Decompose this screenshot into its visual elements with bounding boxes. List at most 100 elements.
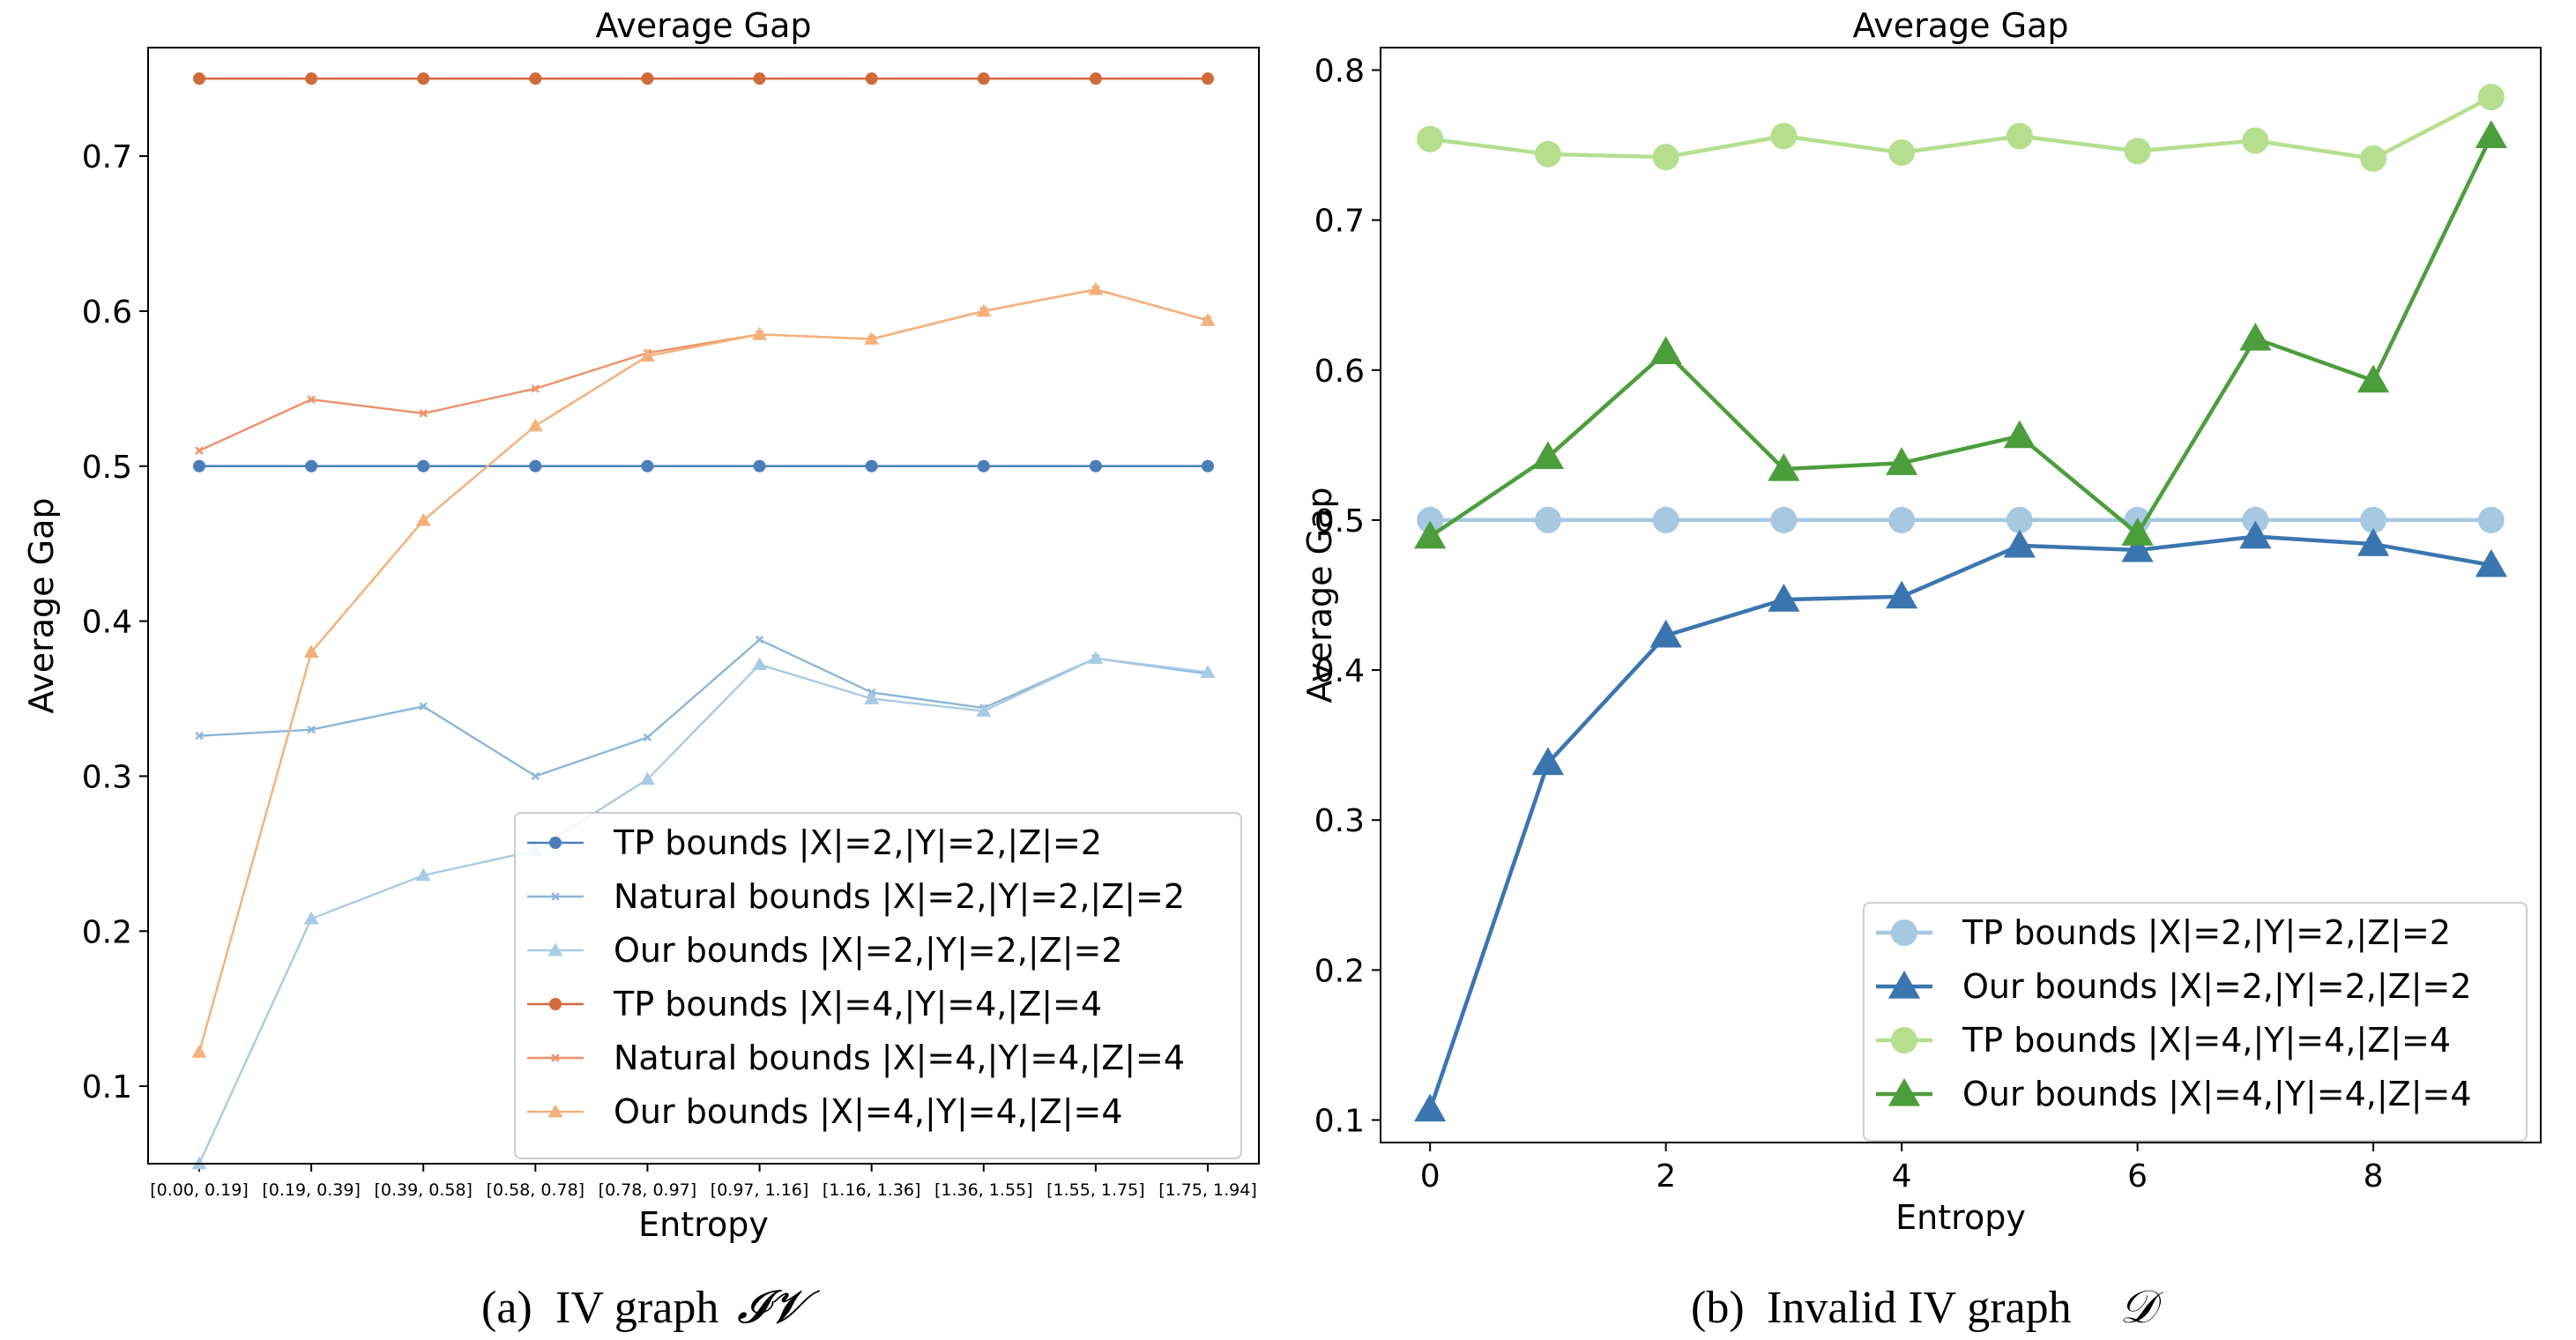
legend-box bbox=[514, 812, 1242, 1159]
data-point bbox=[531, 771, 540, 781]
data-point bbox=[1886, 447, 1918, 475]
data-point bbox=[193, 72, 205, 86]
series-0 bbox=[193, 459, 1214, 473]
data-point bbox=[1531, 441, 1565, 470]
series-line bbox=[197, 288, 1209, 1053]
data-point bbox=[2003, 420, 2036, 449]
y-tick-label: 0.3 bbox=[1314, 803, 1365, 839]
y-tick-label: 0.1 bbox=[1314, 1103, 1365, 1139]
legend-entry: TP bounds |X|=4,|Y|=4,|Z|=4 bbox=[613, 985, 1102, 1024]
data-point bbox=[1649, 619, 1682, 648]
data-point bbox=[1200, 665, 1216, 678]
data-point bbox=[2242, 506, 2269, 533]
data-point bbox=[2121, 533, 2154, 562]
series-line bbox=[1428, 534, 2492, 1111]
data-point bbox=[641, 72, 654, 86]
legend-entry: TP bounds |X|=2,|Y|=2,|Z|=2 bbox=[1962, 913, 2451, 953]
x-axis-label: Entropy bbox=[1895, 1198, 2026, 1237]
data-point bbox=[1089, 459, 1102, 473]
data-point bbox=[2006, 506, 2033, 533]
data-point bbox=[977, 459, 990, 473]
data-point bbox=[1200, 313, 1216, 326]
chart-title: Average Gap bbox=[596, 6, 812, 45]
legend-entry: Natural bounds |X|=4,|Y|=4,|Z|=4 bbox=[614, 1038, 1185, 1078]
data-point bbox=[2239, 322, 2272, 351]
data-point bbox=[527, 418, 543, 432]
x-tick-label: 6 bbox=[2127, 1158, 2148, 1195]
data-point bbox=[1089, 72, 1102, 86]
data-point bbox=[1888, 139, 1916, 167]
legend-entry: Our bounds |X|=2,|Y|=2,|Z|=2 bbox=[1962, 967, 2472, 1007]
data-point bbox=[2124, 138, 2151, 165]
data-point bbox=[307, 725, 316, 734]
data-point bbox=[1202, 72, 1214, 86]
series-0 bbox=[1417, 506, 2505, 533]
series-line bbox=[1429, 95, 2492, 161]
data-point bbox=[307, 395, 316, 404]
panel-b-chart: Average Gap 0.1 0.2 0.3 0.4 0.5 0.6 0.7 0.8 0 2 4 6 8… bbox=[1300, 6, 2542, 1237]
data-point bbox=[1088, 651, 1104, 665]
data-point bbox=[865, 459, 878, 473]
caption-b-text: Invalid IV graph bbox=[1767, 1283, 2072, 1333]
data-point bbox=[1531, 747, 1565, 776]
data-point bbox=[1768, 583, 1800, 612]
data-point bbox=[1088, 281, 1104, 295]
legend-swatch-marker bbox=[547, 942, 563, 957]
x-tick-label: [1.36, 1.55] bbox=[934, 1180, 1033, 1200]
y-tick-label: 0.2 bbox=[1314, 953, 1365, 989]
data-point bbox=[305, 72, 318, 86]
data-point bbox=[752, 657, 768, 671]
y-tick-label: 0.8 bbox=[1314, 54, 1365, 90]
x-tick-label: [1.75, 1.94] bbox=[1158, 1180, 1257, 1200]
legend-entry: Natural bounds |X|=2,|Y|=2,|Z|=2 bbox=[614, 877, 1185, 917]
y-tick-label: 0.4 bbox=[1314, 653, 1365, 689]
x-tick-label: [0.97, 1.16] bbox=[711, 1180, 809, 1200]
data-point bbox=[531, 384, 540, 393]
data-point bbox=[2360, 506, 2387, 533]
legend-entry: TP bounds |X|=4,|Y|=4,|Z|=4 bbox=[1962, 1021, 2451, 1061]
data-point bbox=[639, 348, 655, 362]
data-point bbox=[2477, 506, 2505, 533]
x-tick-label: [0.00, 0.19] bbox=[150, 1180, 249, 1200]
caption-b-prefix: (b) bbox=[1691, 1283, 1745, 1333]
y-axis-label: Average Gap bbox=[1300, 488, 1339, 704]
x-tick-label: [0.58, 0.78] bbox=[487, 1180, 585, 1200]
data-point bbox=[752, 326, 768, 340]
data-point bbox=[419, 702, 428, 711]
series-line bbox=[198, 638, 1209, 778]
data-point bbox=[2475, 548, 2507, 577]
data-point bbox=[191, 1044, 207, 1058]
legend-swatch-marker bbox=[547, 1104, 563, 1118]
data-point bbox=[415, 512, 431, 526]
x-tick-label: [0.39, 0.58] bbox=[374, 1180, 473, 1200]
legend-swatch-marker bbox=[551, 892, 560, 901]
data-point bbox=[419, 409, 428, 418]
data-point bbox=[1534, 506, 1561, 533]
data-point bbox=[2003, 529, 2036, 558]
data-point bbox=[1414, 520, 1447, 549]
data-point bbox=[415, 867, 431, 882]
y-tick-label: 0.4 bbox=[82, 605, 132, 641]
legend-entry: Our bounds |X|=4,|Y|=4,|Z|=4 bbox=[1962, 1075, 2472, 1114]
y-tick-label: 0.2 bbox=[82, 914, 132, 950]
series-1 bbox=[1414, 520, 2507, 1122]
x-tick-label: [1.55, 1.75] bbox=[1046, 1180, 1145, 1200]
data-point bbox=[1417, 125, 1444, 153]
chart-title: Average Gap bbox=[1853, 6, 2069, 45]
y-tick-label: 0.7 bbox=[1314, 204, 1365, 240]
data-point bbox=[864, 691, 880, 704]
data-point bbox=[753, 72, 766, 86]
data-point bbox=[977, 72, 990, 86]
data-point bbox=[2239, 520, 2272, 549]
data-point bbox=[303, 911, 319, 925]
data-point bbox=[976, 704, 992, 717]
legend: TP bounds |X|=2,|Y|=2,|Z|=2 Natural bound… bbox=[514, 812, 1242, 1159]
plot-frame bbox=[1380, 47, 2542, 1143]
data-point bbox=[865, 72, 878, 86]
legend-swatch-marker bbox=[1887, 1077, 1921, 1106]
y-tick-label: 0.3 bbox=[82, 759, 132, 795]
caption-a-text: IV graph bbox=[555, 1283, 718, 1333]
x-tick-label: [1.16, 1.36] bbox=[823, 1180, 921, 1200]
data-point bbox=[976, 303, 992, 317]
